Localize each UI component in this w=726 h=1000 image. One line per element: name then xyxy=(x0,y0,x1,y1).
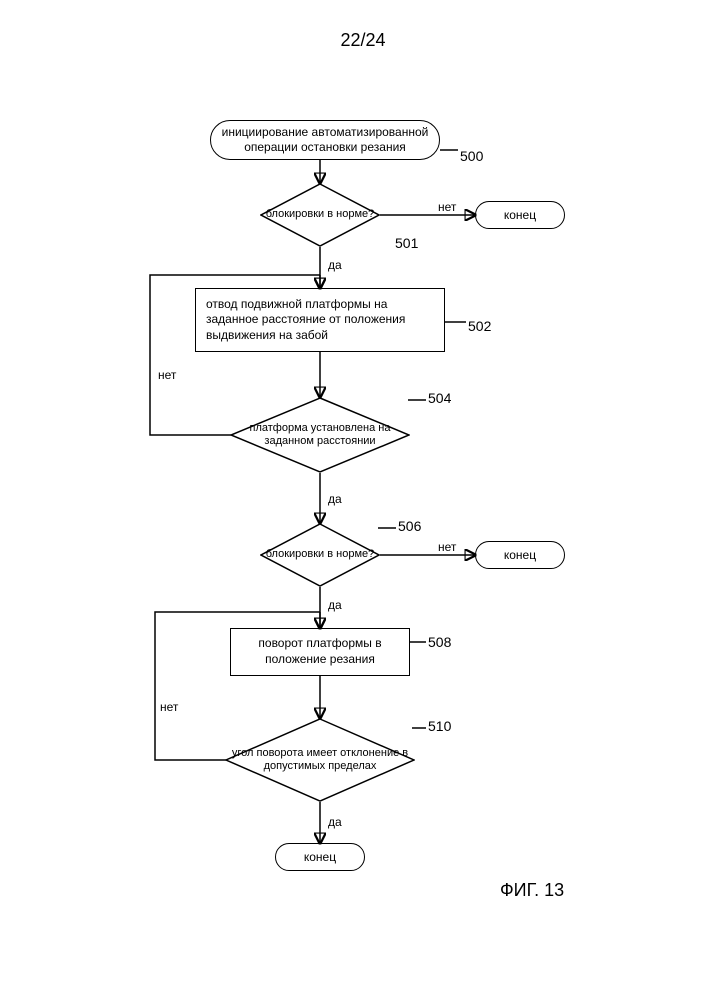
node-502-text: отвод подвижной платформы на заданное ра… xyxy=(206,297,434,344)
node-504-decision: платформа установлена на заданном рассто… xyxy=(230,397,410,473)
ref-510: 510 xyxy=(428,718,451,734)
node-end-2: конец xyxy=(475,541,565,569)
edge-506-yes: да xyxy=(328,598,342,612)
ref-506: 506 xyxy=(398,518,421,534)
node-506-decision: блокировки в норме? xyxy=(260,523,380,587)
page-number: 22/24 xyxy=(340,30,385,51)
edge-506-no: нет xyxy=(438,540,456,554)
node-501-decision: блокировки в норме? xyxy=(260,183,380,247)
edge-504-no: нет xyxy=(158,368,176,382)
node-508-text: поворот платформы в положение резания xyxy=(241,636,399,667)
ref-500: 500 xyxy=(460,148,483,164)
node-500-terminator: инициирование автоматизированной операци… xyxy=(210,120,440,160)
figure-label: ФИГ. 13 xyxy=(500,880,564,901)
node-500-text: инициирование автоматизированной операци… xyxy=(219,125,431,155)
edge-504-yes: да xyxy=(328,492,342,506)
ref-508: 508 xyxy=(428,634,451,650)
edge-501-no: нет xyxy=(438,200,456,214)
node-end-3-text: конец xyxy=(304,850,336,865)
node-end-3: конец xyxy=(275,843,365,871)
edge-510-yes: да xyxy=(328,815,342,829)
node-508-process: поворот платформы в положение резания xyxy=(230,628,410,676)
node-end-1: конец xyxy=(475,201,565,229)
node-502-process: отвод подвижной платформы на заданное ра… xyxy=(195,288,445,352)
edge-510-no: нет xyxy=(160,700,178,714)
node-end-1-text: конец xyxy=(504,208,536,223)
ref-502: 502 xyxy=(468,318,491,334)
ref-501: 501 xyxy=(395,235,418,251)
ref-504: 504 xyxy=(428,390,451,406)
edge-501-yes: да xyxy=(328,258,342,272)
node-510-decision: угол поворота имеет отклонение в допусти… xyxy=(225,718,415,802)
node-end-2-text: конец xyxy=(504,548,536,563)
